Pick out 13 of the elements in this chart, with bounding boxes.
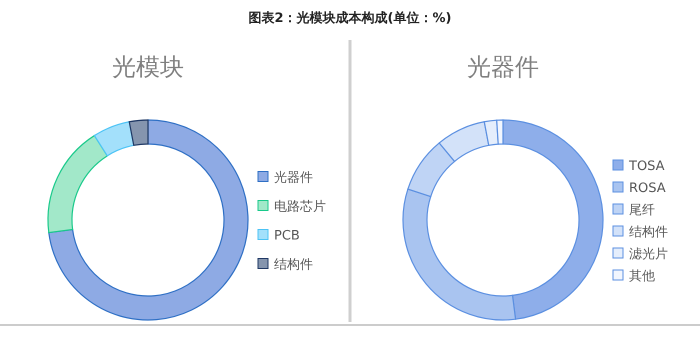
legend-label: 光器件 bbox=[274, 170, 313, 186]
chart-title: 光模块 bbox=[112, 53, 184, 81]
legend-label: 电路芯片 bbox=[274, 200, 326, 214]
legend-label: TOSA bbox=[628, 159, 665, 174]
legend-label: PCB bbox=[274, 228, 300, 244]
legend-label: 结构件 bbox=[629, 225, 668, 240]
legend-label: 尾纤 bbox=[629, 203, 655, 218]
legend-label: 滤光片 bbox=[629, 247, 668, 262]
legend-label: ROSA bbox=[629, 181, 666, 196]
legend-label: 其他 bbox=[629, 269, 655, 284]
text: 图表2：光模块成本构成(单位：%) bbox=[248, 10, 452, 26]
chart-title: 光器件 bbox=[467, 53, 539, 81]
legend-label: 结构件 bbox=[274, 258, 313, 272]
